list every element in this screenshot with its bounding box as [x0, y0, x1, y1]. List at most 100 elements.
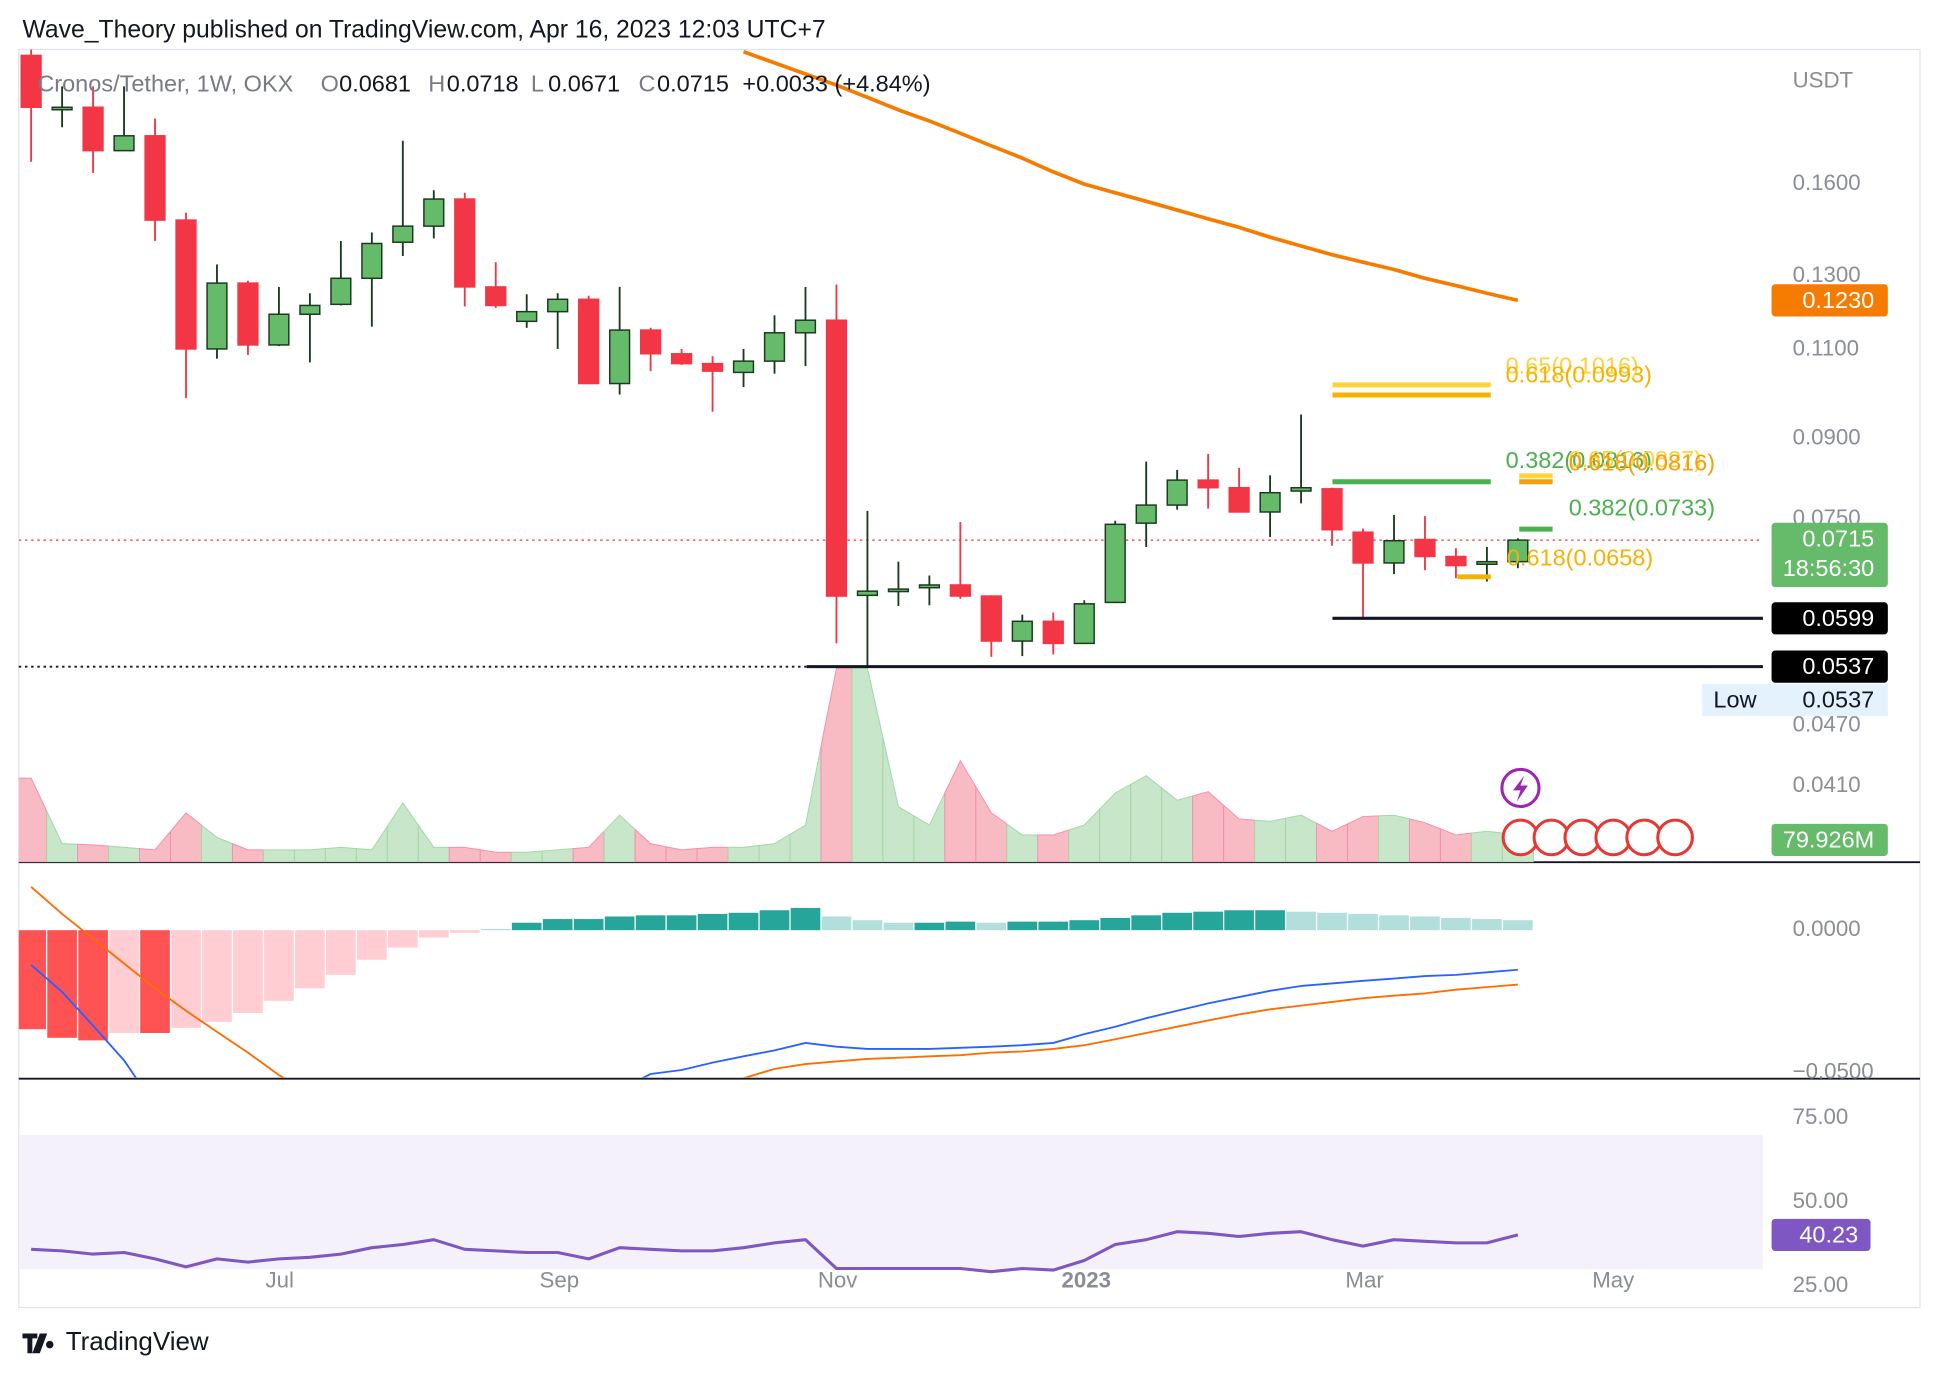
- volume-area: [1006, 822, 1039, 863]
- symbol: Cronos/Tether, 1W, OKX: [37, 71, 293, 97]
- y-tick-label: 75.00: [1793, 1104, 1849, 1129]
- price-pane: [18, 49, 1763, 863]
- volume-area: [696, 846, 729, 863]
- candle-body: [639, 329, 662, 355]
- macd-histogram: [604, 916, 635, 931]
- candle-body: [825, 319, 848, 597]
- candle-body: [763, 332, 786, 362]
- candle-body: [1104, 523, 1126, 604]
- volume-area: [293, 848, 326, 863]
- candle-body: [1011, 620, 1033, 642]
- candle-body: [980, 595, 1002, 642]
- currency: USDT: [1793, 68, 1854, 93]
- volume-area: [1378, 814, 1410, 863]
- footer: TradingView: [66, 1326, 209, 1356]
- candle-body: [670, 353, 693, 365]
- macd-histogram: [728, 912, 759, 931]
- flag-icons[interactable]: [1501, 818, 1694, 857]
- candle-body: [361, 242, 383, 280]
- y-tick-label: 0.1100: [1793, 336, 1859, 361]
- macd-histogram: [1286, 911, 1316, 931]
- macd-histogram: [418, 930, 449, 938]
- candle-body: [701, 362, 724, 372]
- y-tick-label: 0.1600: [1793, 170, 1861, 195]
- volume-area: [1223, 804, 1256, 863]
- rsi-label: 40.23: [1799, 1221, 1858, 1247]
- candle-body: [113, 135, 135, 152]
- macd-histogram: [1317, 912, 1347, 931]
- candle-body: [82, 106, 104, 152]
- candle-body: [1166, 479, 1188, 506]
- y-tick-label: −0.0500: [1793, 1058, 1874, 1083]
- low-value: 0.0537: [1802, 686, 1874, 712]
- candle-body: [392, 225, 414, 243]
- volume-area: [510, 850, 543, 863]
- macd-histogram: [109, 930, 139, 1033]
- ma-price-label: 0.1230: [1802, 287, 1874, 313]
- volume-area: [851, 667, 884, 863]
- candle-body: [794, 319, 817, 334]
- macd-histogram: [1162, 912, 1193, 931]
- macd-histogram: [1038, 921, 1069, 931]
- level-box: [1771, 602, 1888, 635]
- volume-area: [913, 792, 946, 863]
- candle-body: [206, 282, 228, 350]
- macd-histogram: [821, 916, 852, 931]
- candle-body: [1042, 620, 1064, 645]
- macd-histogram: [1131, 915, 1162, 931]
- volume-area: [1285, 814, 1318, 863]
- legend-value: 0.0715: [657, 71, 729, 97]
- volume-area: [46, 810, 79, 863]
- x-tick-label: Nov: [818, 1267, 858, 1292]
- volume-area: [634, 828, 667, 863]
- volume-area: [603, 814, 636, 863]
- candle-body: [1383, 539, 1405, 564]
- volume-area: [448, 846, 481, 863]
- volume-area: [200, 824, 233, 863]
- macd-histogram: [666, 915, 697, 931]
- candle-body: [330, 277, 352, 306]
- candle-body: [1414, 538, 1436, 558]
- y-tick-label: 50.00: [1793, 1188, 1849, 1213]
- macd-histogram: [573, 919, 604, 931]
- candle-body: [1507, 539, 1529, 563]
- rsi-box: [1771, 1218, 1871, 1251]
- candle-body: [299, 304, 321, 315]
- volume-label: 79.926M: [1783, 826, 1874, 852]
- candle-body: [1290, 486, 1312, 492]
- macd-histogram: [511, 922, 542, 931]
- rsi-line: [31, 1230, 1519, 1274]
- volume-area: [231, 842, 264, 863]
- macd-histogram: [1472, 919, 1502, 931]
- volume-area: [727, 844, 760, 863]
- macd-pane: [18, 886, 1533, 1078]
- candle-body: [1197, 479, 1219, 489]
- macd-histogram: [480, 929, 511, 931]
- macd-histogram: [852, 920, 883, 931]
- candle-body: [175, 219, 197, 350]
- volume-area: [355, 824, 388, 863]
- candle-body: [1445, 555, 1467, 567]
- candle-body: [51, 106, 73, 111]
- y-tick-label: 25.00: [1793, 1272, 1849, 1297]
- chart-frame: [18, 48, 1921, 1309]
- volume-area: [417, 823, 450, 863]
- signal-line: [30, 886, 1518, 1078]
- candle-body: [237, 282, 259, 346]
- candle-body: [144, 135, 166, 221]
- candle-body: [516, 310, 538, 323]
- price-box: [1771, 522, 1888, 588]
- candle-body: [1321, 488, 1343, 531]
- macd-histogram: [171, 930, 201, 1028]
- candle-body: [1135, 504, 1157, 524]
- macd-histogram: [140, 930, 170, 1033]
- x-tick-label: Mar: [1345, 1267, 1384, 1292]
- volume-area: [1161, 786, 1194, 863]
- candle-body: [732, 360, 755, 374]
- macd-histogram: [1224, 910, 1254, 931]
- rsi-pane: [18, 1134, 1763, 1274]
- volume-area: [1254, 817, 1287, 863]
- volume-box: [1771, 823, 1888, 856]
- candle-body: [1228, 486, 1250, 513]
